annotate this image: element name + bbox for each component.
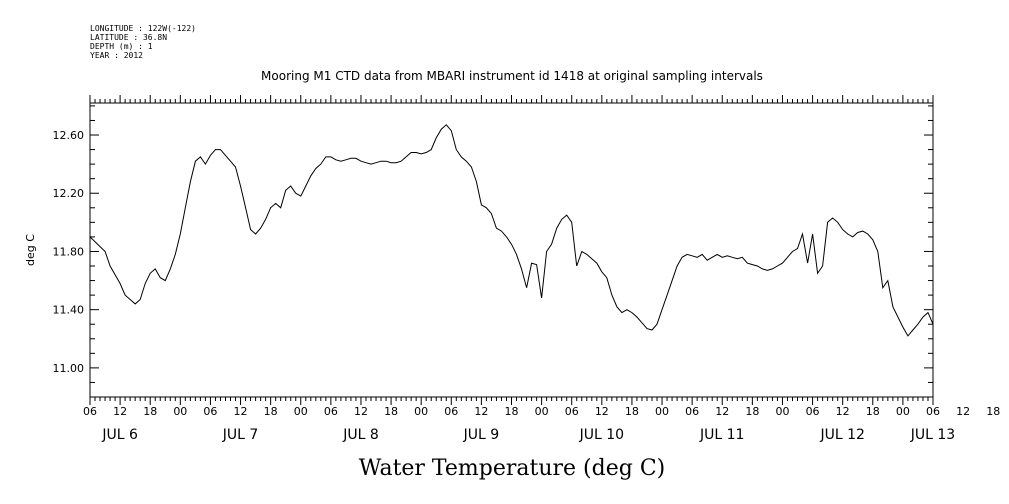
water-temperature-line <box>89 124 934 337</box>
x-day-label: JUL 12 <box>819 427 864 443</box>
x-hour-label: 06 <box>685 405 699 418</box>
y-axis-label: deg C <box>24 234 37 266</box>
x-day-label: JUL 9 <box>463 427 500 443</box>
x-day-label: JUL 11 <box>699 427 744 443</box>
x-hour-label: 18 <box>625 405 639 418</box>
chart-title: Mooring M1 CTD data from MBARI instrumen… <box>261 69 763 83</box>
x-hour-label: 18 <box>505 405 519 418</box>
x-hour-label: 06 <box>806 405 820 418</box>
y-tick-label: 11.40 <box>53 304 85 317</box>
x-day-label: JUL 6 <box>101 427 138 443</box>
x-hour-label: 18 <box>143 405 157 418</box>
x-hour-label: 12 <box>234 405 248 418</box>
longitude-label: LONGITUDE : 122W(-122) <box>90 24 196 33</box>
x-hour-label: 12 <box>595 405 609 418</box>
y-tick-label: 12.60 <box>53 129 85 142</box>
x-hour-label: 00 <box>655 405 669 418</box>
plot-frame <box>89 102 934 398</box>
x-axis: 06 12 18 00 06 12 18 00 06 12 18 00 06 12 18 00 06 12 18 00… <box>83 95 1000 443</box>
x-hour-label: 18 <box>745 405 759 418</box>
y-tick-label: 11.00 <box>53 362 85 375</box>
x-hour-label: 18 <box>986 405 1000 418</box>
x-hour-label: 00 <box>294 405 308 418</box>
x-hour-label: 12 <box>474 405 488 418</box>
x-hour-label: 12 <box>715 405 729 418</box>
x-hour-label: 12 <box>354 405 368 418</box>
x-hour-label: 00 <box>414 405 428 418</box>
x-hour-label: 00 <box>535 405 549 418</box>
x-hour-label: 12 <box>956 405 970 418</box>
x-day-label: JUL 13 <box>910 427 955 443</box>
y-tick-label: 12.20 <box>53 187 85 200</box>
y-axis: 11.00 11.40 11.80 12.20 12.60 <box>53 105 933 398</box>
x-hour-label: 12 <box>836 405 850 418</box>
latitude-label: LATITUDE : 36.8N <box>90 33 167 42</box>
x-hour-label: 06 <box>324 405 338 418</box>
x-hour-label: 00 <box>775 405 789 418</box>
x-hour-label: 06 <box>83 405 97 418</box>
x-day-label: JUL 8 <box>342 427 379 443</box>
x-axis-label: Water Temperature (deg C) <box>359 456 666 481</box>
x-day-label: JUL 10 <box>579 427 624 443</box>
x-hour-label: 18 <box>866 405 880 418</box>
x-hour-label: 06 <box>203 405 217 418</box>
y-tick-label: 11.80 <box>53 245 85 258</box>
x-hour-label: 06 <box>444 405 458 418</box>
x-hour-label: 06 <box>926 405 940 418</box>
year-label: YEAR : 2012 <box>90 51 143 60</box>
x-hour-label: 12 <box>113 405 127 418</box>
x-hour-label: 00 <box>173 405 187 418</box>
x-hour-label: 06 <box>565 405 579 418</box>
x-day-label: JUL 7 <box>222 427 259 443</box>
depth-label: DEPTH (m) : 1 <box>90 42 153 51</box>
x-hour-label: 18 <box>384 405 398 418</box>
x-hour-label: 18 <box>264 405 278 418</box>
x-hour-label: 00 <box>896 405 910 418</box>
